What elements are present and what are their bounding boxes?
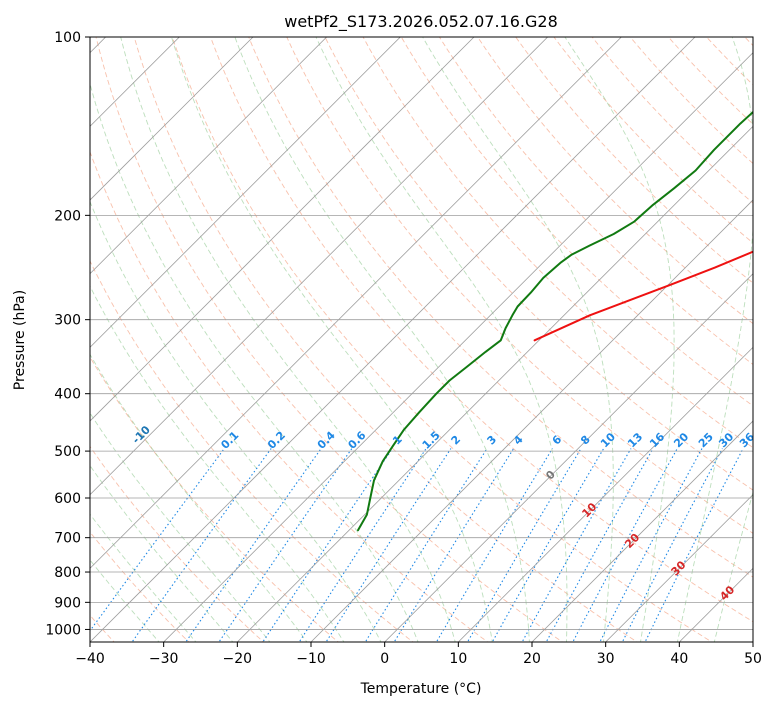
y-tick-label: 1000 (45, 622, 81, 638)
mixing-ratio-line (521, 448, 632, 642)
mixing-ratio-line (393, 448, 515, 642)
dry-adiabat-line (362, 37, 753, 449)
dry-adiabat-line (438, 37, 753, 365)
isotherms (90, 37, 753, 642)
dry-adiabat-line (90, 150, 489, 642)
dewpoint-profile-line (357, 110, 753, 532)
dry-adiabat-line (248, 37, 753, 578)
mixing-ratio-line (325, 448, 452, 642)
y-tick-label: 100 (54, 30, 81, 46)
mixing-ratio-lines (90, 448, 744, 642)
dry-adiabat-line (171, 37, 713, 642)
dry-adiabat-line (324, 37, 753, 491)
isotherm-line (90, 37, 254, 201)
plot-area (90, 37, 753, 642)
isotherm-line (90, 37, 696, 642)
isotherm-line (384, 273, 753, 642)
x-tick-label: 40 (670, 651, 688, 667)
y-axis-label: Pressure (hPa) (12, 290, 28, 390)
y-tick-label: 300 (54, 313, 81, 329)
isotherm-line (90, 37, 475, 422)
y-tick-label: 800 (54, 565, 81, 581)
x-tick-label: −40 (75, 651, 105, 667)
mixing-ratio-line (131, 448, 272, 642)
x-tick-label: 20 (523, 651, 541, 667)
mixing-ratio-line (298, 448, 427, 642)
x-tick-label: −20 (223, 651, 253, 667)
mixing-ratio-line (262, 448, 393, 642)
x-tick-label: 0 (380, 651, 389, 667)
temperature-profile-line (533, 250, 753, 342)
isotherm-line (163, 52, 753, 642)
plot-lines: -100-90-80-70-60-50-40-30-20-10010203040… (90, 37, 753, 642)
chart-title: wetPf2_S173.2026.052.07.16.G28 (284, 12, 558, 32)
y-tick-label: 200 (54, 208, 81, 224)
axis-ticks: −40 −30 −20 −10 0 10 20 30 40 50 1000 900 800 700 600 5… (45, 30, 762, 667)
x-tick-label: −10 (296, 651, 326, 667)
y-tick-label: 600 (54, 491, 81, 507)
mixing-ratio-line (466, 448, 582, 642)
isotherm-line (236, 125, 753, 642)
isotherm-line (310, 199, 753, 642)
y-tick-label: 700 (54, 531, 81, 547)
isotherm-line (457, 346, 753, 642)
mixing-ratio-line (621, 448, 723, 642)
isotherm-line (90, 37, 328, 275)
profile-series (357, 110, 753, 532)
isotherm-line (531, 420, 753, 642)
dry-adiabat-line (286, 37, 753, 534)
x-tick-label: 30 (597, 651, 615, 667)
isobars (90, 37, 753, 630)
x-tick-label: 10 (449, 651, 467, 667)
y-tick-label: 400 (54, 387, 81, 403)
moist-adiabat-line (90, 412, 271, 642)
mixing-ratio-line (218, 448, 353, 642)
isotherm-line (90, 37, 549, 496)
x-axis-label: Temperature (°C) (360, 681, 482, 697)
y-tick-label: 500 (54, 444, 81, 460)
mixing-ratio-line (545, 448, 654, 642)
mixing-ratio-line (435, 448, 553, 642)
x-tick-label: 50 (744, 651, 762, 667)
y-tick-label: 900 (54, 595, 81, 611)
isotherm-line (90, 37, 622, 569)
plot-frame (89, 36, 754, 643)
mixing-ratio-line (185, 448, 322, 642)
x-tick-label: −30 (149, 651, 179, 667)
mixing-ratio-line (364, 448, 488, 642)
isotherm-line (90, 37, 401, 348)
isotherm-line (605, 494, 753, 642)
moist-adiabat-line (90, 464, 234, 642)
